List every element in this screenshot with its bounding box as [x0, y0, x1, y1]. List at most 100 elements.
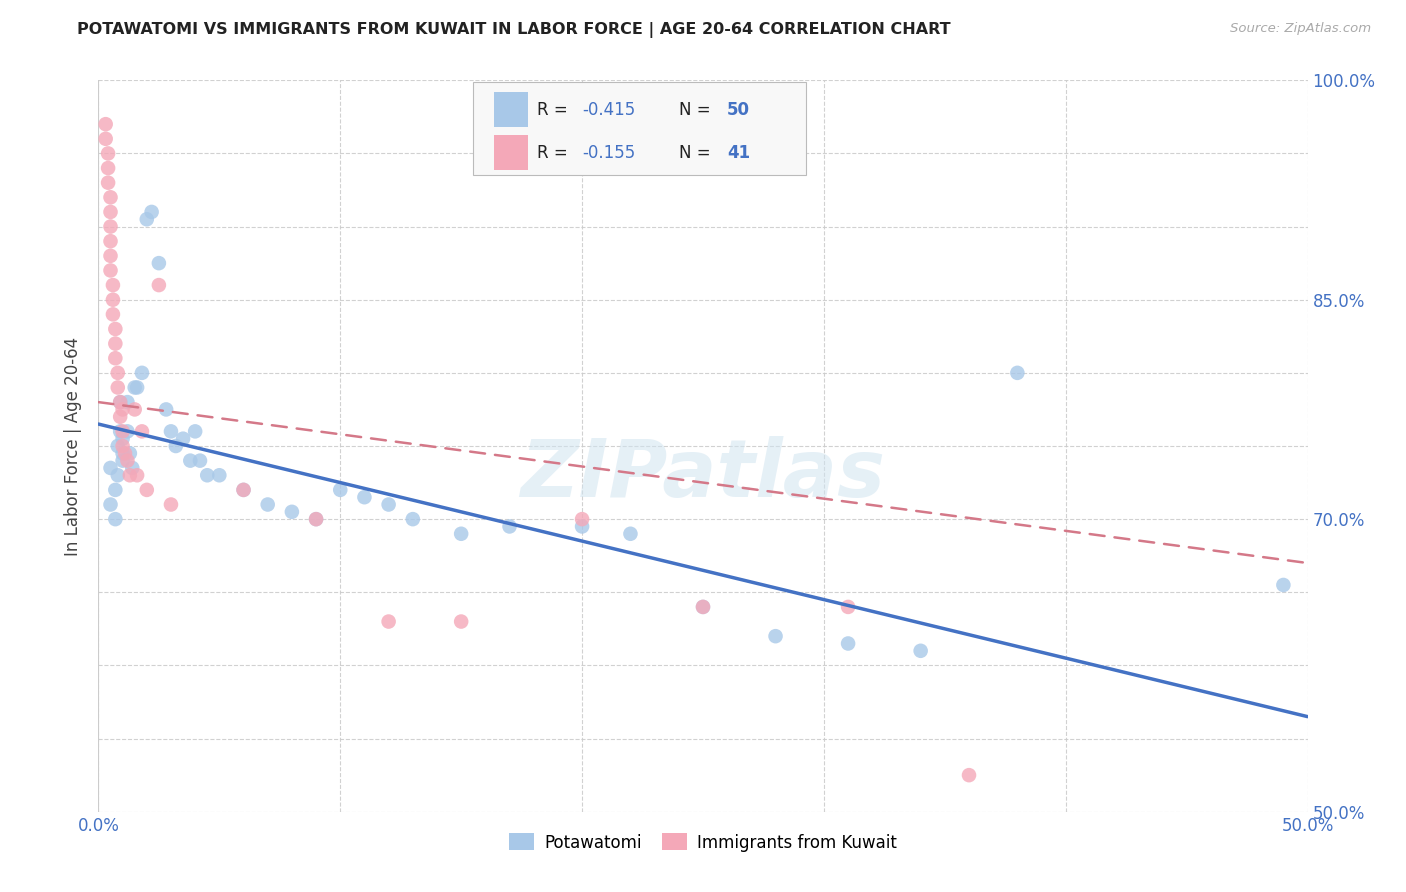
Point — [450, 615, 472, 629]
Point — [353, 490, 375, 504]
Legend: Potawatomi, Immigrants from Kuwait: Potawatomi, Immigrants from Kuwait — [503, 827, 903, 858]
Text: Source: ZipAtlas.com: Source: ZipAtlas.com — [1230, 22, 1371, 36]
FancyBboxPatch shape — [474, 82, 806, 176]
Text: -0.155: -0.155 — [582, 144, 636, 161]
Point — [108, 395, 131, 409]
Point — [117, 425, 139, 439]
Point — [305, 512, 328, 526]
Point — [108, 425, 131, 439]
Point — [692, 599, 714, 614]
Point — [837, 599, 859, 614]
Point — [281, 505, 304, 519]
Point — [1272, 578, 1295, 592]
Point — [94, 117, 117, 131]
Point — [111, 402, 134, 417]
Text: R =: R = — [537, 144, 568, 161]
Point — [208, 468, 231, 483]
Point — [160, 498, 183, 512]
Point — [148, 256, 170, 270]
Point — [195, 468, 218, 483]
Text: ZIPatlas: ZIPatlas — [520, 436, 886, 515]
Point — [101, 278, 124, 293]
Text: 50: 50 — [727, 101, 751, 119]
Point — [111, 439, 134, 453]
Point — [127, 468, 149, 483]
Text: R =: R = — [537, 101, 568, 119]
Point — [619, 526, 641, 541]
Point — [107, 439, 129, 453]
Point — [498, 519, 520, 533]
Point — [100, 190, 122, 204]
Point — [100, 205, 122, 219]
Point — [1007, 366, 1029, 380]
FancyBboxPatch shape — [494, 136, 527, 170]
Point — [135, 483, 157, 497]
Point — [111, 432, 134, 446]
Point — [148, 278, 170, 293]
Point — [1199, 885, 1222, 892]
Point — [571, 512, 593, 526]
Point — [131, 366, 153, 380]
Point — [108, 409, 131, 424]
Point — [232, 483, 254, 497]
Point — [188, 453, 211, 467]
Point — [124, 380, 146, 394]
Point — [377, 498, 399, 512]
Point — [104, 336, 127, 351]
Point — [97, 176, 120, 190]
Point — [101, 307, 124, 321]
Point — [184, 425, 207, 439]
Point — [111, 425, 134, 439]
Point — [100, 263, 122, 277]
Point — [94, 132, 117, 146]
Point — [450, 526, 472, 541]
Point — [107, 366, 129, 380]
Point — [172, 432, 194, 446]
Point — [910, 644, 932, 658]
Point — [377, 615, 399, 629]
Point — [141, 205, 163, 219]
Point — [117, 395, 139, 409]
Point — [107, 380, 129, 394]
Point — [104, 512, 127, 526]
Point — [108, 395, 131, 409]
Point — [117, 453, 139, 467]
Point — [402, 512, 425, 526]
Point — [232, 483, 254, 497]
Point — [111, 446, 134, 460]
Point — [114, 446, 136, 460]
Point — [100, 461, 122, 475]
Point — [305, 512, 328, 526]
Text: -0.415: -0.415 — [582, 101, 636, 119]
Point — [104, 322, 127, 336]
Point — [104, 351, 127, 366]
Text: N =: N = — [679, 101, 710, 119]
Point — [100, 234, 122, 248]
Point — [101, 293, 124, 307]
Point — [97, 146, 120, 161]
Point — [256, 498, 278, 512]
Point — [692, 599, 714, 614]
Point — [100, 498, 122, 512]
FancyBboxPatch shape — [494, 92, 527, 128]
Point — [179, 453, 201, 467]
Point — [107, 468, 129, 483]
Point — [121, 461, 143, 475]
Point — [118, 446, 141, 460]
Point — [127, 380, 149, 394]
Point — [111, 453, 134, 467]
Point — [571, 519, 593, 533]
Point — [155, 402, 177, 417]
Point — [135, 212, 157, 227]
Point — [97, 161, 120, 175]
Point — [160, 425, 183, 439]
Point — [118, 468, 141, 483]
Point — [957, 768, 980, 782]
Point — [104, 483, 127, 497]
Text: N =: N = — [679, 144, 710, 161]
Point — [131, 425, 153, 439]
Point — [100, 249, 122, 263]
Point — [124, 402, 146, 417]
Text: POTAWATOMI VS IMMIGRANTS FROM KUWAIT IN LABOR FORCE | AGE 20-64 CORRELATION CHAR: POTAWATOMI VS IMMIGRANTS FROM KUWAIT IN … — [77, 22, 950, 38]
Point — [329, 483, 352, 497]
